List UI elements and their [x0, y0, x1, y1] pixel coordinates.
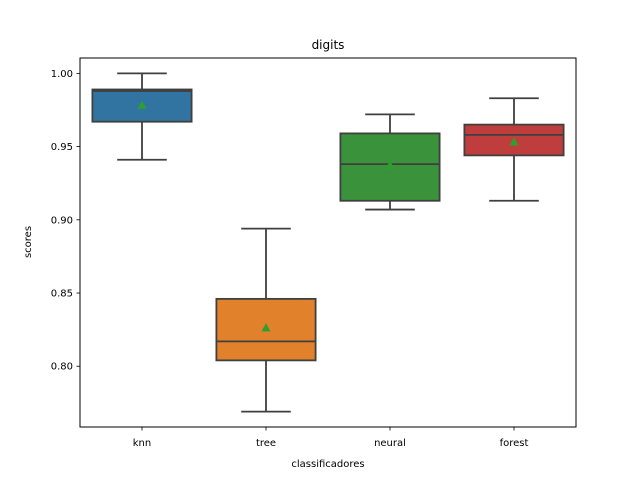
box-neural [339, 113, 441, 211]
x-axis: knn tree neural forest [133, 427, 529, 449]
box-tree [215, 227, 317, 413]
boxes-layer [91, 72, 565, 413]
plot-frame [79, 57, 577, 428]
y-axis-label: scores [23, 226, 34, 258]
x-tick-label: tree [256, 438, 276, 449]
x-tick-label: knn [133, 438, 151, 449]
y-axis: 0.80 0.85 0.90 0.95 1.00 [51, 69, 80, 373]
mean-marker [385, 160, 395, 169]
y-tick-label: 0.85 [51, 289, 73, 300]
x-axis-label: classificadores [291, 459, 364, 470]
box-knn [91, 72, 193, 161]
y-tick-label: 0.80 [51, 362, 73, 373]
mean-marker [509, 137, 519, 146]
y-tick-label: 0.90 [51, 215, 73, 226]
y-tick-label: 1.00 [51, 69, 73, 80]
mean-marker [261, 323, 271, 332]
box-forest [463, 97, 565, 202]
y-tick-label: 0.95 [51, 142, 73, 153]
mean-marker [137, 100, 147, 109]
x-tick-label: forest [500, 438, 529, 449]
x-tick-label: neural [374, 438, 406, 449]
chart-title: digits [312, 38, 345, 52]
